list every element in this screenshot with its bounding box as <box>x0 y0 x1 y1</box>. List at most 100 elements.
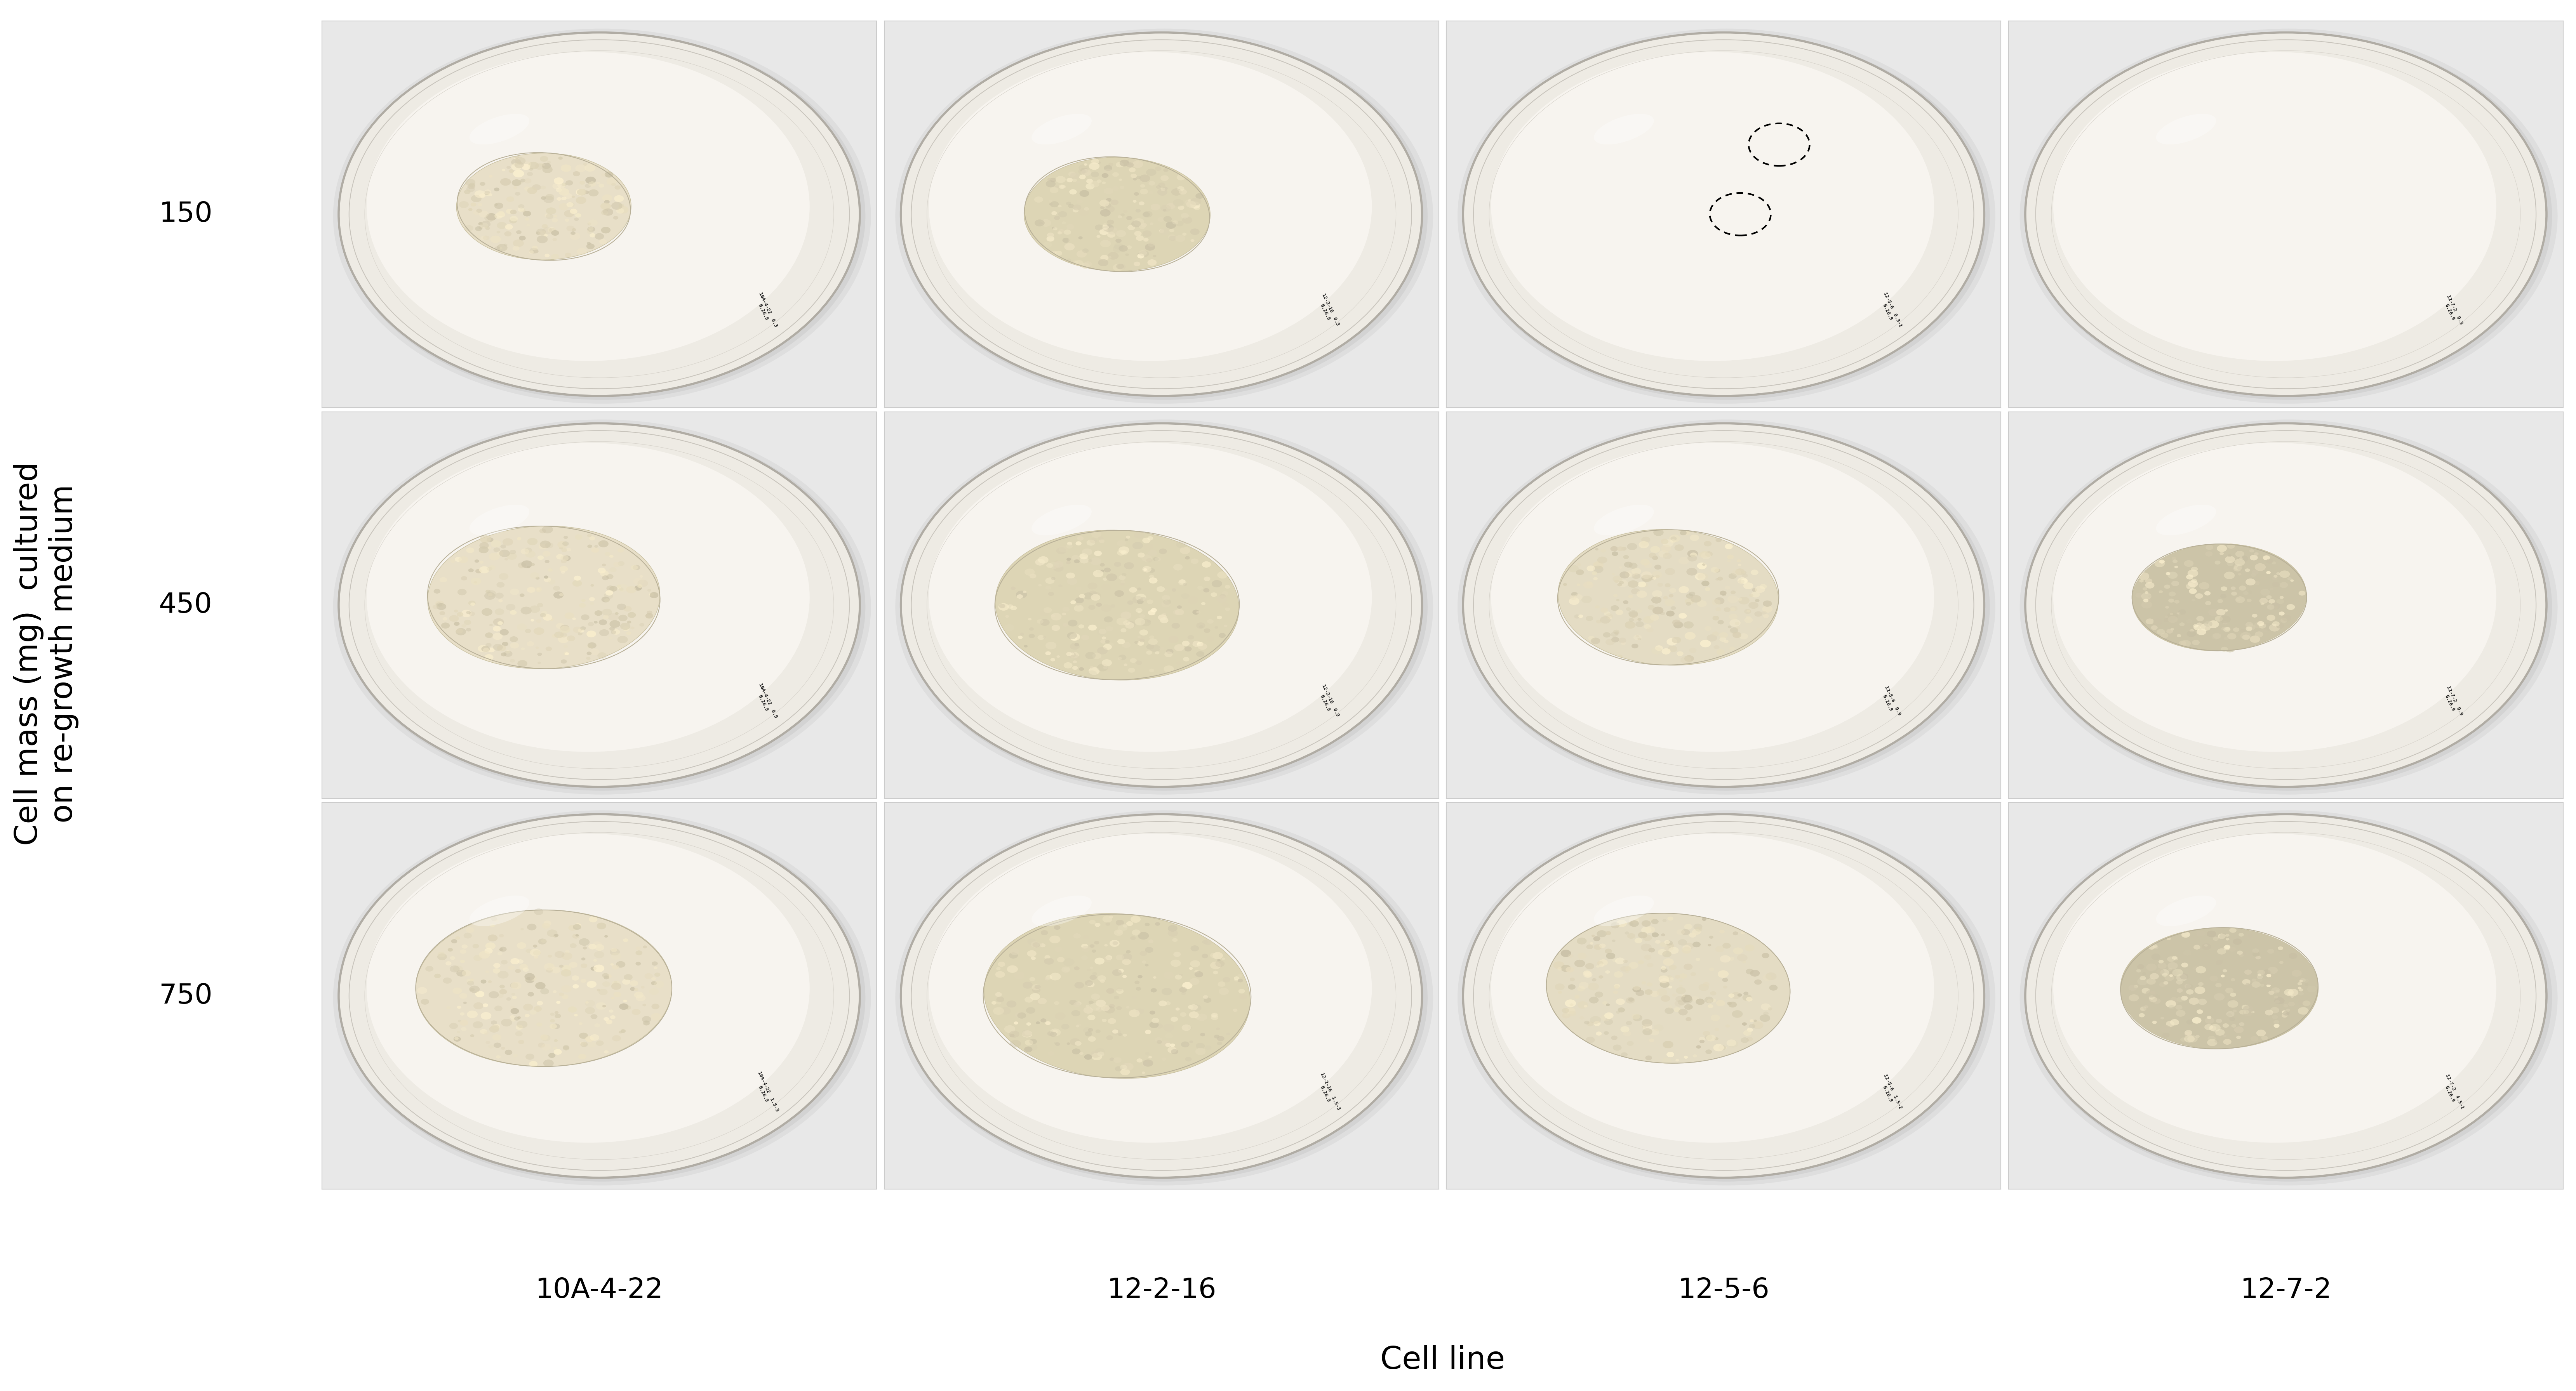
Circle shape <box>2221 647 2228 651</box>
Circle shape <box>1685 655 1695 662</box>
Circle shape <box>1123 664 1128 666</box>
Circle shape <box>1705 587 1710 591</box>
Circle shape <box>1682 995 1692 1002</box>
Circle shape <box>2172 997 2177 1002</box>
Circle shape <box>2282 1014 2287 1018</box>
Circle shape <box>541 541 551 548</box>
Circle shape <box>1641 537 1651 542</box>
Circle shape <box>2285 992 2293 996</box>
Circle shape <box>533 944 538 947</box>
Circle shape <box>1664 946 1672 951</box>
Circle shape <box>1203 939 1211 944</box>
Circle shape <box>479 561 484 563</box>
Circle shape <box>1641 943 1651 951</box>
Circle shape <box>556 188 562 192</box>
Circle shape <box>2275 1000 2280 1003</box>
Circle shape <box>464 620 471 625</box>
Circle shape <box>2298 986 2300 989</box>
Circle shape <box>1574 615 1579 619</box>
Circle shape <box>623 606 631 612</box>
Circle shape <box>1136 594 1146 601</box>
Circle shape <box>636 584 641 588</box>
Circle shape <box>1236 979 1244 982</box>
Circle shape <box>1643 989 1654 995</box>
Ellipse shape <box>984 914 1249 1078</box>
Circle shape <box>526 217 528 221</box>
Text: 150: 150 <box>160 200 211 228</box>
Circle shape <box>1754 1020 1757 1022</box>
Circle shape <box>1723 594 1726 597</box>
Circle shape <box>1723 943 1731 949</box>
Circle shape <box>2159 960 2164 964</box>
Circle shape <box>1190 228 1200 235</box>
Circle shape <box>1749 1020 1754 1022</box>
Circle shape <box>538 1043 546 1047</box>
Circle shape <box>1685 964 1692 970</box>
Circle shape <box>2262 602 2264 605</box>
Circle shape <box>2192 566 2197 572</box>
Circle shape <box>479 542 489 549</box>
Circle shape <box>1672 537 1677 541</box>
Circle shape <box>1654 1024 1664 1031</box>
Circle shape <box>595 611 603 616</box>
Circle shape <box>2020 811 2558 1185</box>
Circle shape <box>587 643 598 648</box>
Circle shape <box>1123 210 1128 213</box>
Text: 12-5-6: 12-5-6 <box>1677 1277 1770 1303</box>
Circle shape <box>479 566 489 573</box>
Circle shape <box>1043 608 1051 613</box>
Circle shape <box>1656 574 1659 577</box>
Circle shape <box>417 988 428 995</box>
Circle shape <box>1695 573 1703 579</box>
Circle shape <box>1079 554 1087 559</box>
Circle shape <box>435 974 440 978</box>
Circle shape <box>1589 942 1595 944</box>
Circle shape <box>1103 172 1108 178</box>
Circle shape <box>1066 202 1072 206</box>
Circle shape <box>1558 967 1561 971</box>
Circle shape <box>1090 171 1100 177</box>
Circle shape <box>2197 616 2205 622</box>
Circle shape <box>528 250 536 253</box>
Circle shape <box>2205 944 2208 947</box>
Circle shape <box>1066 561 1072 565</box>
Circle shape <box>572 933 580 939</box>
Circle shape <box>1121 213 1126 217</box>
Circle shape <box>1726 555 1734 559</box>
Circle shape <box>1633 1014 1643 1021</box>
Circle shape <box>1625 572 1631 577</box>
Circle shape <box>1680 979 1682 982</box>
Circle shape <box>1139 224 1146 230</box>
Circle shape <box>536 577 538 580</box>
Circle shape <box>1185 556 1190 559</box>
Circle shape <box>492 1025 500 1031</box>
Circle shape <box>1159 615 1167 620</box>
Circle shape <box>1079 1052 1084 1054</box>
Circle shape <box>1087 559 1092 562</box>
Circle shape <box>440 577 448 583</box>
Circle shape <box>2146 978 2156 985</box>
Circle shape <box>574 576 582 580</box>
Circle shape <box>1097 235 1100 238</box>
Circle shape <box>1664 1007 1674 1014</box>
Circle shape <box>1005 625 1015 632</box>
Circle shape <box>1141 597 1146 601</box>
Circle shape <box>1141 189 1149 195</box>
Circle shape <box>1623 960 1628 963</box>
Circle shape <box>1649 576 1654 580</box>
Circle shape <box>1133 641 1139 644</box>
Circle shape <box>1128 157 1139 164</box>
Circle shape <box>518 207 523 211</box>
Ellipse shape <box>466 531 600 636</box>
Circle shape <box>495 213 502 218</box>
Circle shape <box>1113 245 1123 253</box>
Circle shape <box>598 184 605 188</box>
Circle shape <box>902 423 1422 787</box>
Circle shape <box>515 1031 523 1036</box>
Circle shape <box>2236 551 2244 556</box>
Circle shape <box>541 227 551 234</box>
Circle shape <box>538 544 546 549</box>
Circle shape <box>1680 1008 1687 1015</box>
Circle shape <box>1195 1047 1206 1054</box>
Circle shape <box>2233 627 2239 632</box>
